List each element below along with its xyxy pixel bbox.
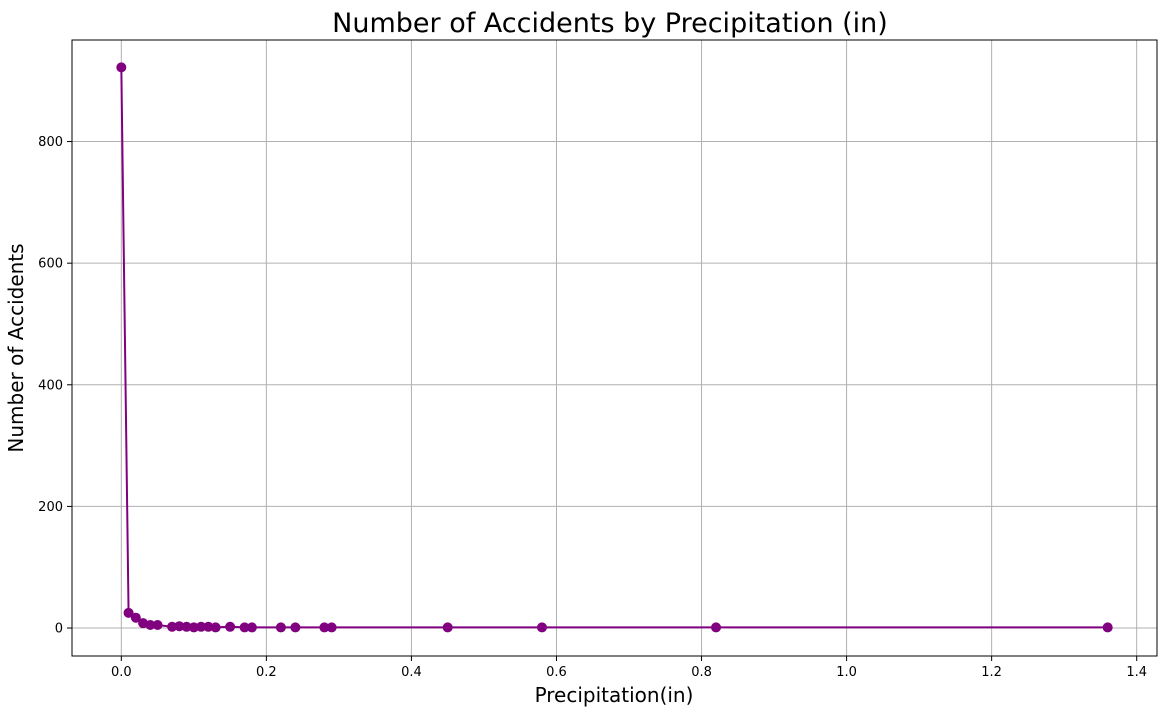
data-point (326, 622, 337, 633)
x-tick-label: 0.4 (401, 665, 422, 680)
plot-frame (71, 39, 1158, 657)
y-tick-label: 0 (55, 622, 63, 637)
data-point (203, 621, 214, 632)
data-point (181, 621, 192, 632)
x-tick-label: 1.2 (981, 665, 1002, 680)
x-tick-label: 0.8 (691, 665, 712, 680)
x-tick-label: 0.2 (256, 665, 277, 680)
y-tick-label: 200 (38, 500, 63, 515)
x-tick-label: 1.0 (836, 665, 857, 680)
data-point (319, 622, 330, 633)
data-point (275, 622, 286, 633)
data-point (196, 621, 207, 632)
data-point (290, 622, 301, 633)
y-tick-label: 400 (38, 378, 63, 393)
y-axis-ticks: 0 200 400 600 800 (38, 135, 72, 637)
data-point (130, 612, 141, 623)
y-tick-label: 800 (38, 135, 63, 150)
data-point (536, 622, 547, 633)
x-tick-label: 0.6 (546, 665, 567, 680)
data-point (246, 622, 257, 633)
data-point (239, 622, 250, 633)
grid (72, 40, 1157, 656)
chart-title: Number of Accidents by Precipitation (in… (332, 8, 888, 39)
data-point (1102, 622, 1113, 633)
x-tick-label: 1.4 (1126, 665, 1147, 680)
data-point (152, 619, 163, 630)
series-layer (116, 62, 1113, 633)
data-point (145, 619, 156, 630)
y-tick-label: 600 (38, 257, 63, 272)
data-point (167, 621, 178, 632)
y-axis-label: Number of Accidents (4, 243, 28, 452)
data-point (711, 622, 722, 633)
x-tick-label: 0.0 (111, 665, 132, 680)
data-point (116, 62, 127, 73)
data-point (174, 621, 185, 632)
series-line (120, 67, 1108, 629)
x-axis-ticks: 0.0 0.2 0.4 0.6 0.8 1.0 1.2 1.4 (111, 656, 1147, 680)
x-axis-label: Precipitation(in) (535, 683, 694, 707)
data-point (188, 622, 199, 633)
data-point (442, 622, 453, 633)
data-point (123, 607, 134, 618)
data-point (225, 621, 236, 632)
data-point (210, 622, 221, 633)
